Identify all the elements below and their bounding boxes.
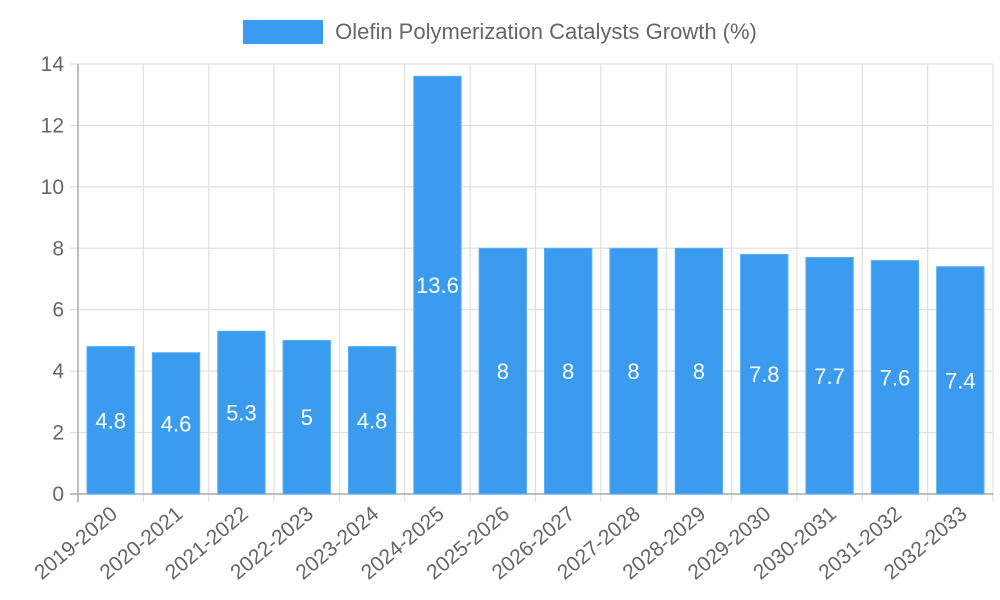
- y-tick-label: 12: [41, 114, 64, 137]
- bar-value-label: 7.7: [814, 364, 845, 389]
- grid-lines: [70, 63, 994, 502]
- bar-2021-2022[interactable]: [217, 330, 266, 495]
- bar-value-label: 7.4: [945, 368, 976, 393]
- bar-value-label: 8: [693, 359, 705, 384]
- bar-value-label: 4.6: [161, 411, 192, 436]
- y-tick-label: 0: [52, 483, 64, 506]
- x-axis-ticks: 2019-20202020-20212021-20222022-20232023…: [30, 502, 971, 584]
- bar-2031-2032[interactable]: [870, 260, 920, 495]
- bar-2029-2030[interactable]: [740, 253, 789, 495]
- data-labels: 4.8 4.6 5.3 5 4.8 13.6 8 8 8 8 7.8 7.7 7.6 7.4: [95, 273, 975, 436]
- bar-2019-2020[interactable]: [86, 346, 135, 495]
- y-tick-label: 2: [52, 422, 64, 445]
- legend-label: Olefin Polymerization Catalysts Growth (…: [335, 19, 757, 44]
- y-tick-label: 4: [52, 360, 64, 383]
- bar-2024-2025[interactable]: [413, 75, 462, 495]
- bar-value-label: 5.3: [226, 401, 257, 426]
- bar-value-label: 7.8: [749, 362, 780, 387]
- bar-2032-2033[interactable]: [936, 266, 985, 495]
- bar-value-label: 8: [497, 359, 509, 384]
- y-tick-label: 14: [41, 53, 65, 76]
- bar-value-label: 5: [301, 405, 313, 430]
- y-tick-label: 6: [52, 299, 64, 322]
- bar-2025-2026[interactable]: [478, 247, 527, 495]
- legend-swatch: [243, 20, 324, 44]
- bar-value-label: 4.8: [95, 408, 126, 433]
- bar-2026-2027[interactable]: [544, 247, 593, 495]
- y-tick-label: 10: [41, 176, 64, 199]
- bar-value-label: 8: [627, 359, 639, 384]
- bar-value-label: 4.8: [357, 408, 388, 433]
- bar-2023-2024[interactable]: [347, 346, 397, 495]
- chart-legend[interactable]: Olefin Polymerization Catalysts Growth (…: [0, 18, 1000, 46]
- y-axis-ticks: 0 2 4 6 8 10 12 14: [41, 53, 65, 506]
- bar-value-label: 7.6: [880, 365, 911, 390]
- bar-2022-2023[interactable]: [282, 339, 331, 495]
- bar-value-label: 8: [562, 359, 574, 384]
- bar-2030-2031[interactable]: [805, 257, 854, 495]
- y-tick-label: 8: [52, 237, 64, 260]
- bars: [86, 75, 985, 495]
- bar-value-label: 13.6: [416, 273, 459, 298]
- bar-2020-2021[interactable]: [151, 352, 201, 495]
- bar-2027-2028[interactable]: [609, 247, 658, 495]
- bar-2028-2029[interactable]: [674, 247, 724, 495]
